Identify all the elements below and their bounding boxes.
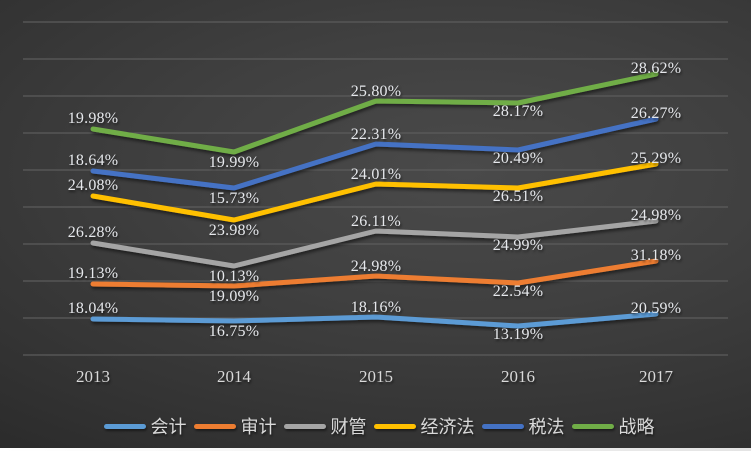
x-axis-label-2015: 2015 [359, 367, 393, 386]
chart-legend: 会计 审计 财管 经济法 税法 战略 [0, 412, 751, 440]
legend-item-税法[interactable]: 税法 [475, 413, 565, 439]
data-label-经济法-2014: 23.98% [208, 222, 260, 239]
data-label-会计-2015: 18.16% [350, 299, 402, 316]
data-label-税法-2017: 26.27% [630, 105, 682, 122]
x-axis-label-2014: 2014 [217, 367, 251, 386]
data-label-税法-2014: 15.73% [208, 190, 260, 207]
legend-swatch-财管 [283, 423, 326, 429]
legend-label-经济法: 经济法 [420, 417, 475, 437]
data-label-审计-2015: 24.98% [350, 258, 402, 275]
x-axis-label-2016: 2016 [501, 367, 535, 386]
legend-swatch-会计 [103, 423, 146, 429]
data-label-经济法-2017: 25.29% [630, 150, 682, 167]
data-label-经济法-2015: 24.01% [350, 166, 402, 183]
data-label-税法-2016: 20.49% [492, 150, 544, 167]
legend-label-税法: 税法 [528, 417, 565, 437]
data-label-战略-2017: 28.62% [630, 60, 682, 77]
data-label-战略-2013: 19.98% [67, 110, 119, 127]
series-line-战略[interactable] [90, 71, 659, 155]
legend-item-经济法[interactable]: 经济法 [367, 413, 475, 439]
legend-item-审计[interactable]: 审计 [187, 413, 277, 439]
data-label-财管-2016: 24.99% [492, 237, 544, 254]
data-label-税法-2013: 18.64% [67, 152, 119, 169]
legend-label-审计: 审计 [240, 417, 277, 437]
series-line-审计[interactable] [90, 258, 659, 289]
series-line-经济法[interactable] [90, 161, 659, 223]
legend-item-会计[interactable]: 会计 [97, 413, 187, 439]
data-label-审计-2017: 31.18% [630, 247, 682, 264]
data-label-战略-2016: 28.17% [492, 103, 544, 120]
data-label-会计-2014: 16.75% [208, 323, 260, 340]
data-label-经济法-2013: 24.08% [67, 177, 119, 194]
data-label-审计-2013: 19.13% [67, 265, 119, 282]
window-bottom-edge [0, 448, 751, 451]
legend-swatch-税法 [481, 423, 524, 429]
legend-swatch-经济法 [373, 423, 416, 429]
data-label-会计-2013: 18.04% [67, 300, 119, 317]
data-label-战略-2015: 25.80% [350, 83, 402, 100]
legend-swatch-审计 [193, 423, 236, 429]
series-line-财管[interactable] [90, 218, 659, 269]
data-label-财管-2013: 26.28% [67, 224, 119, 241]
data-label-会计-2016: 13.19% [492, 326, 544, 343]
data-label-财管-2015: 26.11% [351, 213, 401, 230]
data-label-税法-2015: 22.31% [350, 126, 402, 143]
data-label-审计-2014: 19.09% [208, 288, 260, 305]
data-label-战略-2014: 19.99% [208, 154, 260, 171]
data-label-审计-2016: 22.54% [492, 283, 544, 300]
series-line-税法[interactable] [90, 116, 659, 191]
x-axis-label-2017: 2017 [639, 367, 673, 386]
x-axis-label-2013: 2013 [76, 367, 110, 386]
series-lines [90, 71, 659, 329]
data-label-财管-2014: 10.13% [208, 268, 260, 285]
legend-label-会计: 会计 [150, 417, 187, 437]
legend-item-财管[interactable]: 财管 [277, 413, 367, 439]
legend-label-财管: 财管 [330, 417, 367, 437]
data-label-经济法-2016: 26.51% [492, 188, 544, 205]
legend-item-战略[interactable]: 战略 [565, 413, 655, 439]
data-label-会计-2017: 20.59% [630, 300, 682, 317]
series-line-会计[interactable] [90, 311, 659, 329]
legend-label-战略: 战略 [618, 417, 655, 437]
data-label-财管-2017: 24.98% [630, 207, 682, 224]
legend-swatch-战略 [571, 423, 614, 429]
